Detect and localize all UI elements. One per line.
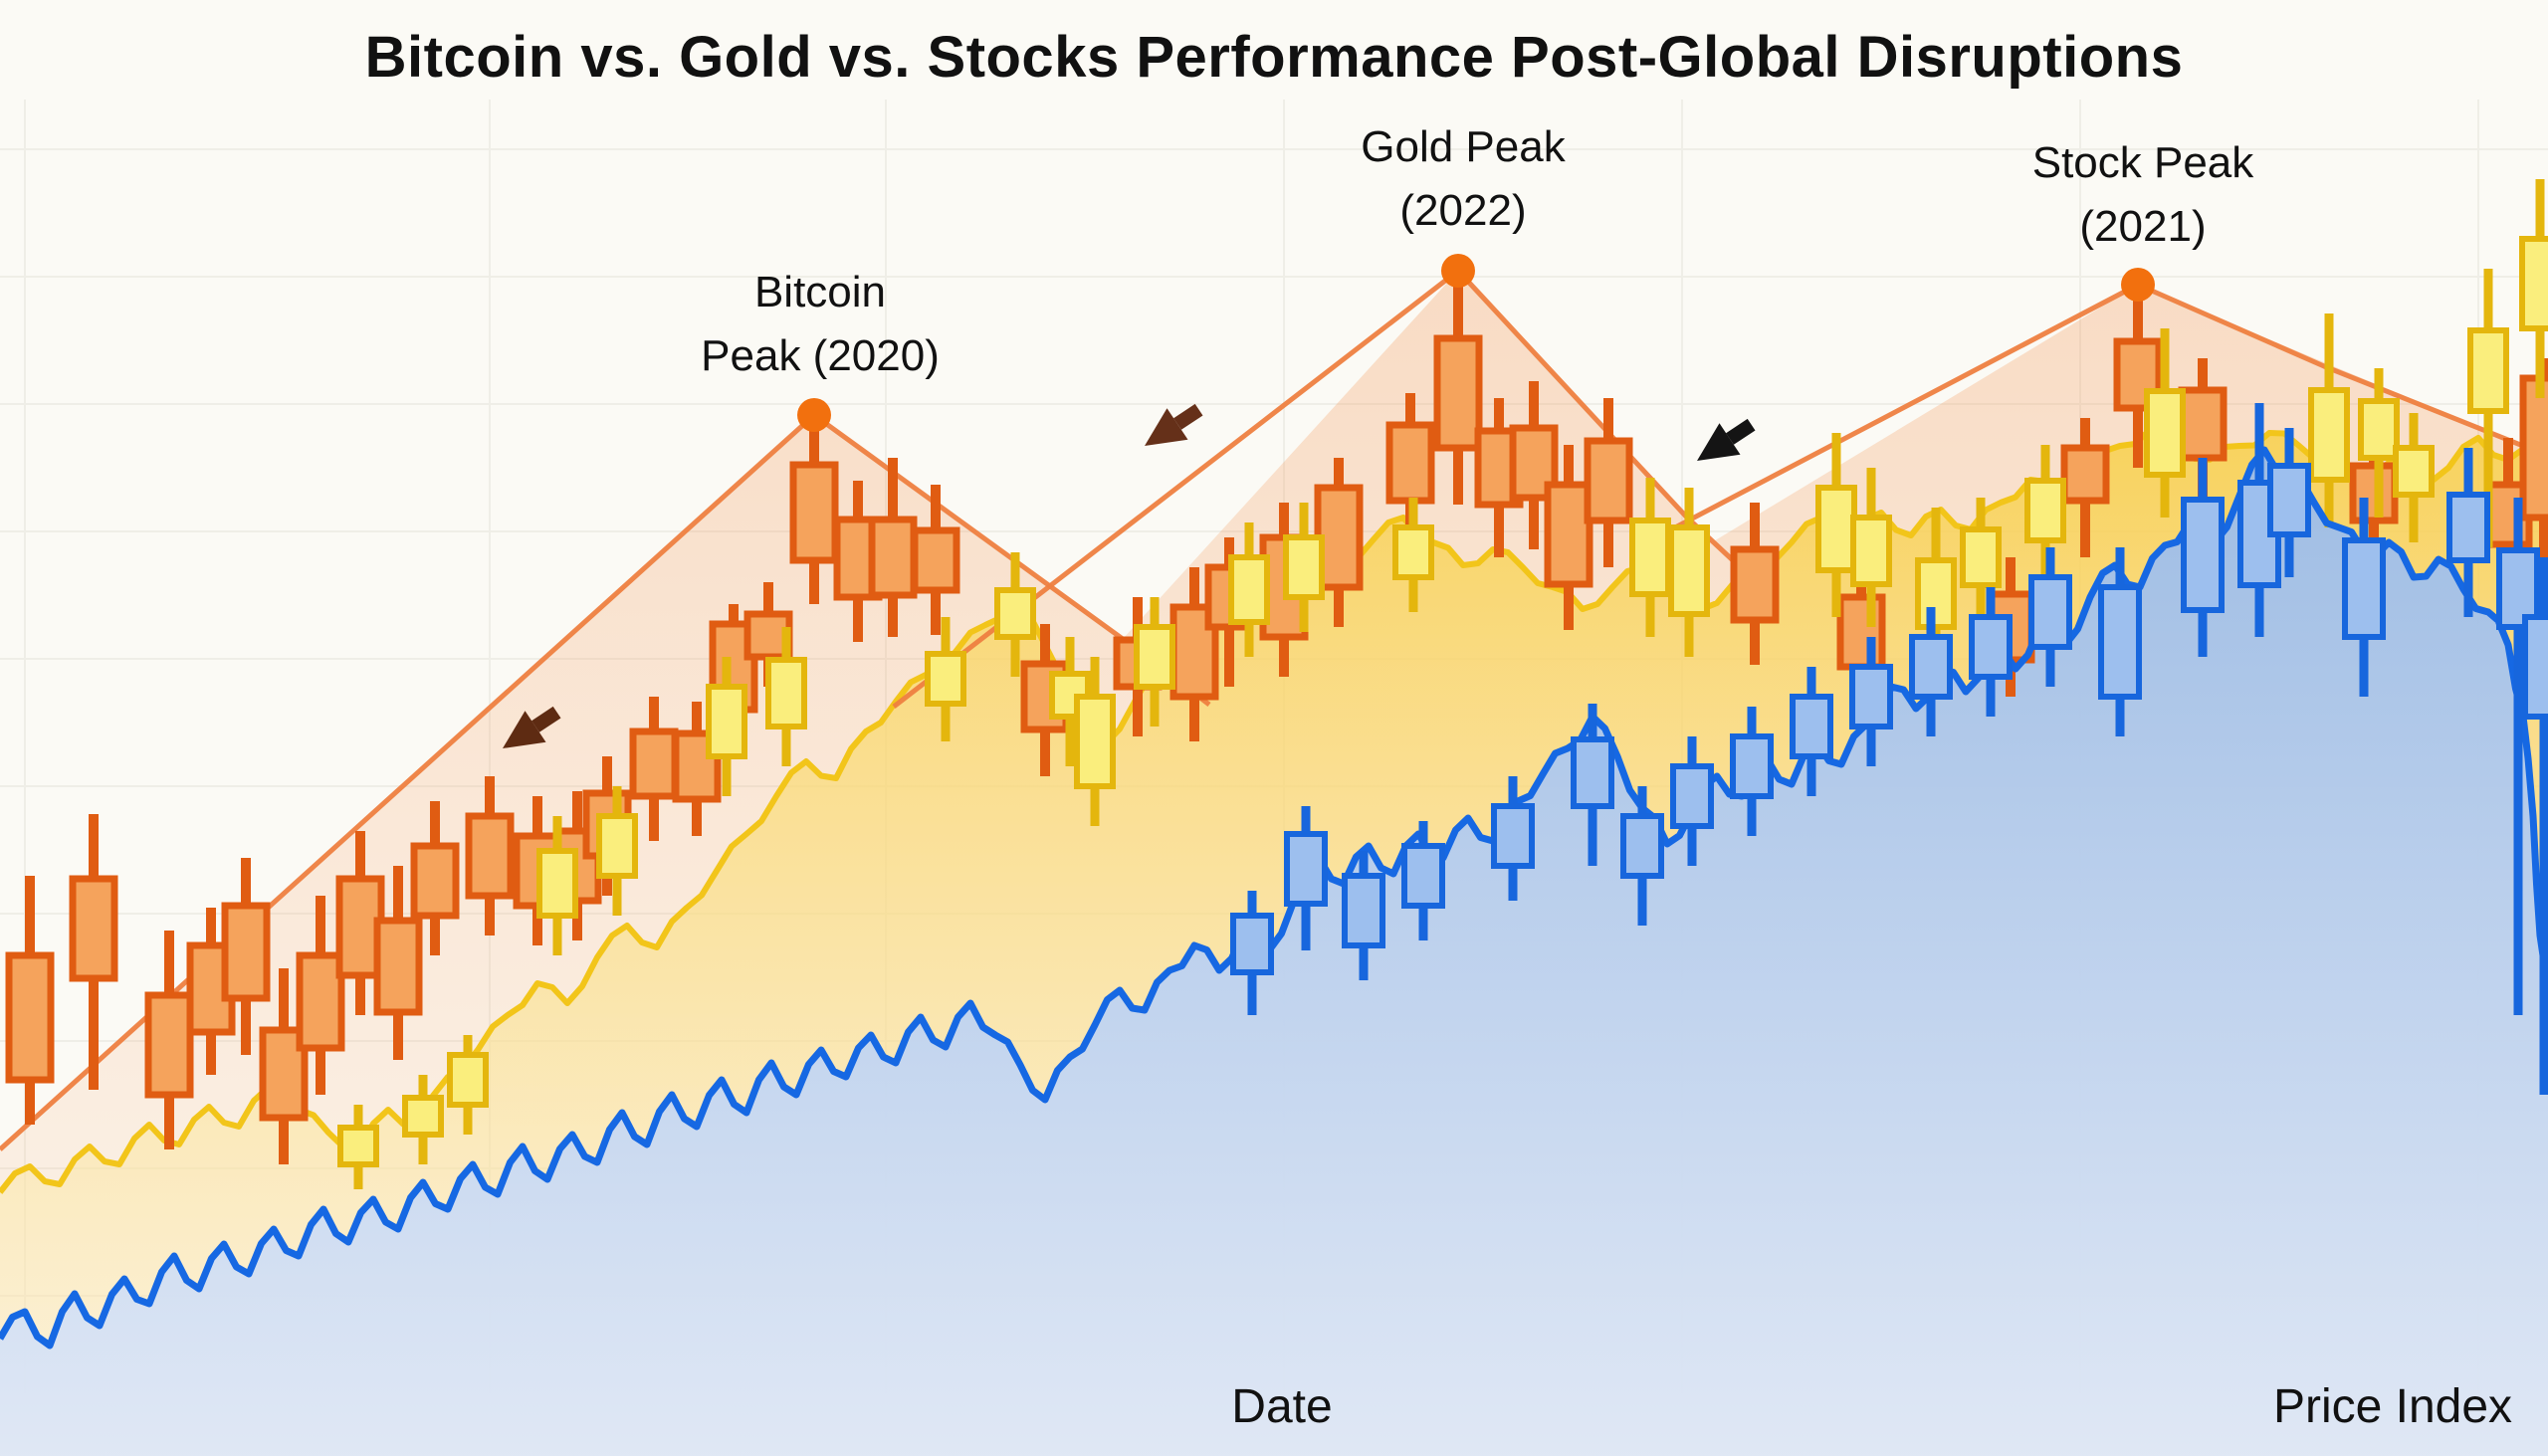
annotation-gold-peak-line2: (2022) <box>1399 185 1527 235</box>
annotation-bitcoin-peak-line1: Bitcoin <box>753 268 887 316</box>
stocks-candles <box>1230 403 2548 1095</box>
peak-marker-dot <box>1441 254 1475 288</box>
peak-markers <box>797 254 2155 461</box>
annotation-bitcoin-peak-line2: Peak (2020) <box>701 330 940 380</box>
chart-title: Bitcoin vs. Gold vs. Stocks Performance … <box>364 25 2184 90</box>
annotation-gold-peak: Gold Peak (2022) <box>1361 115 1565 243</box>
down-left-arrow-icon <box>503 706 561 748</box>
annotation-bitcoin-peak: Bitcoin Peak (2020) <box>701 261 940 388</box>
y-axis-label: Price Index <box>2272 1380 2513 1433</box>
gold-candles <box>337 179 2548 1189</box>
x-axis-label: Date <box>1231 1380 1333 1433</box>
peak-marker-dot <box>797 398 831 432</box>
peak-marker-dot <box>2121 268 2155 302</box>
annotation-gold-peak-line1: Gold Peak <box>1361 122 1566 171</box>
annotation-stock-peak: Stock Peak (2021) <box>2032 131 2254 259</box>
annotation-stock-peak-line1: Stock Peak <box>2031 138 2254 187</box>
down-left-arrow-icon <box>1697 418 1756 461</box>
down-left-arrow-icon <box>1145 403 1203 446</box>
annotation-stock-peak-line2: (2021) <box>2079 201 2207 251</box>
